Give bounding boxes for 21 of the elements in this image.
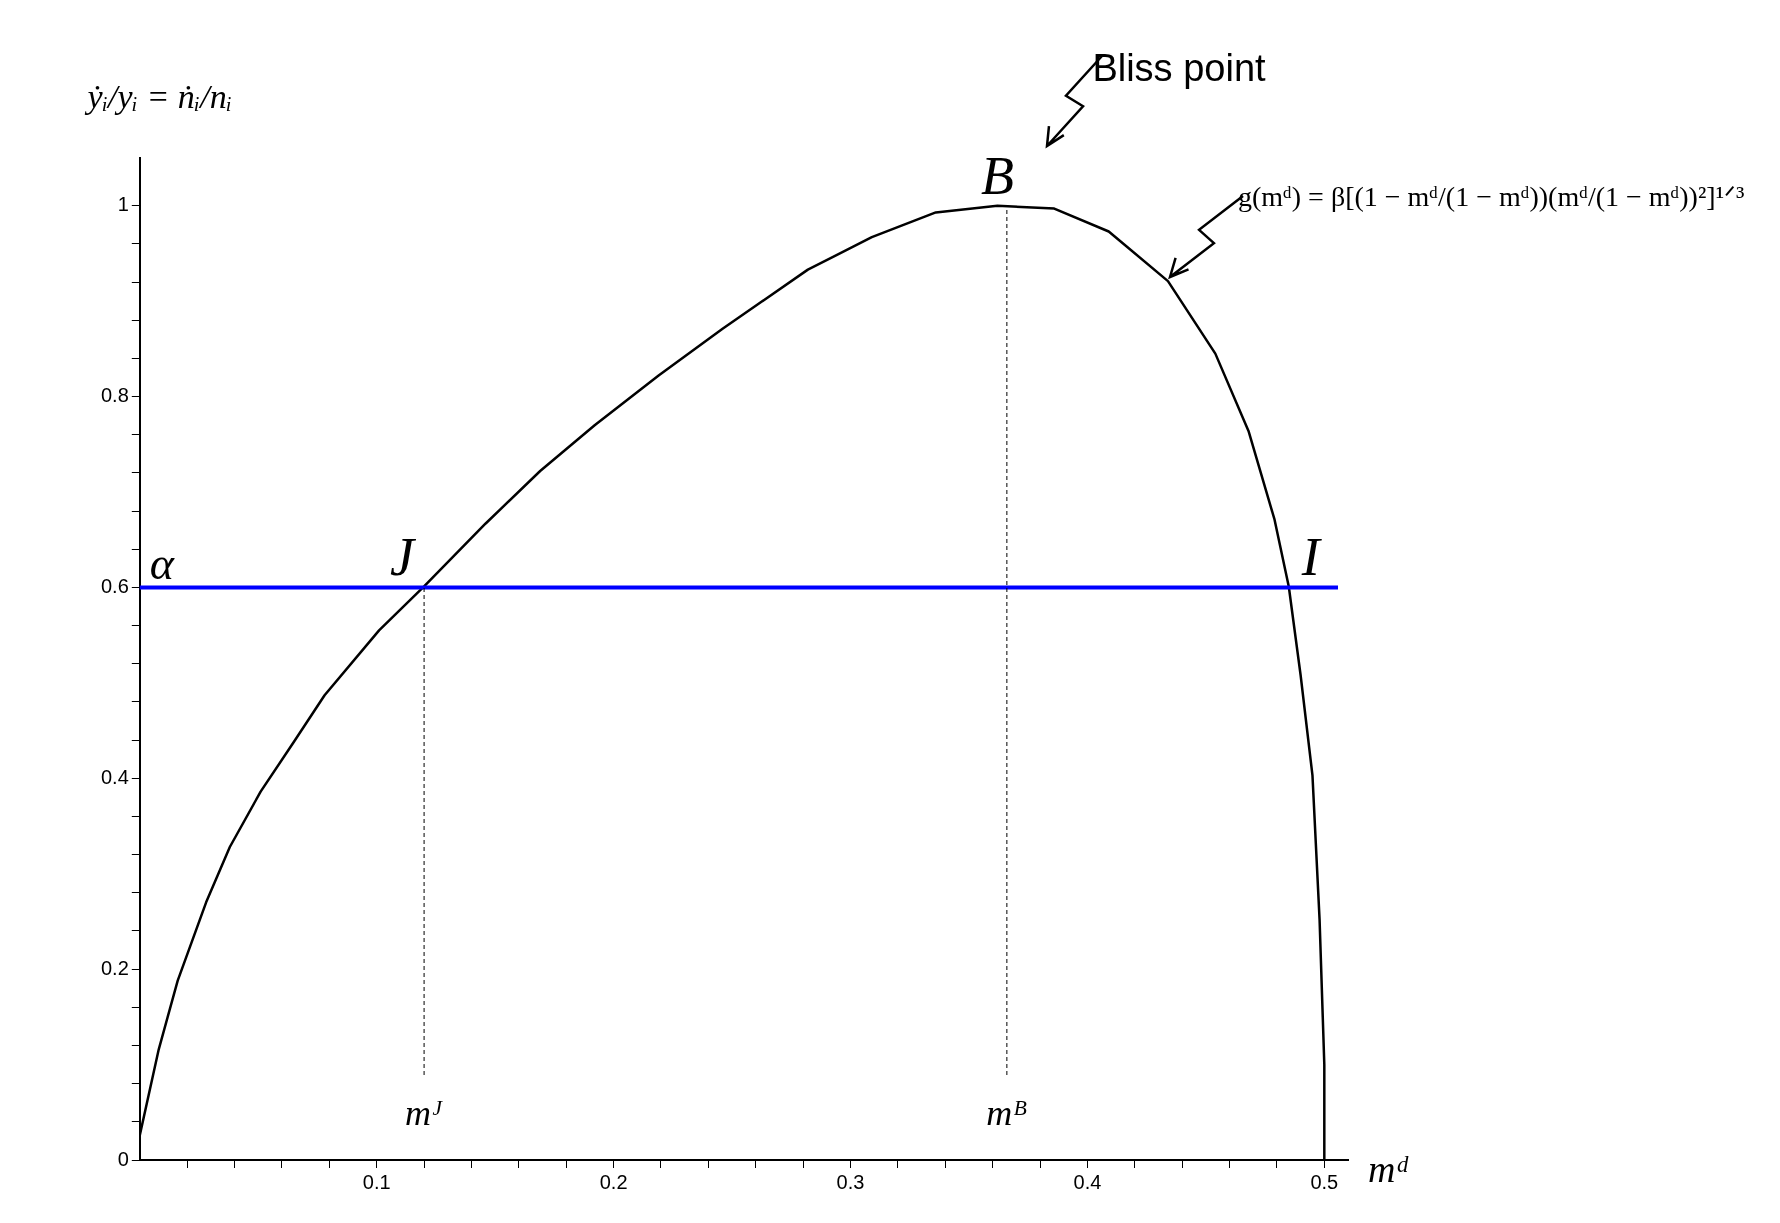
y-tick-label: 0.6	[100, 574, 129, 597]
annotation: g(mᵈ) = β[(1 − mᵈ/(1 − mᵈ))(mᵈ/(1 − mᵈ))²]¹ᐟ³	[1237, 181, 1745, 213]
x-tick-label: 0.1	[362, 1170, 391, 1193]
annotation: J	[390, 527, 418, 588]
x-axis-title: mᵈ	[1368, 1148, 1409, 1190]
annotation: B	[980, 145, 1014, 206]
x-tick-label: 0.2	[599, 1170, 628, 1193]
y-tick-label: 0	[117, 1147, 129, 1170]
y-tick-label: 0.4	[100, 765, 129, 788]
ref-line-label: α	[149, 538, 175, 590]
y-tick-label: 0.8	[100, 384, 129, 407]
ref-line-label: mᴶ	[404, 1093, 444, 1133]
y-axis-title: ẏᵢ/yᵢ = ṅᵢ/nᵢ	[84, 78, 233, 115]
annotation: I	[1300, 527, 1323, 588]
ref-line-label: mᴮ	[986, 1093, 1028, 1133]
y-tick-label: 0.2	[100, 956, 129, 979]
x-tick-label: 0.3	[836, 1170, 865, 1193]
text: Bliss point	[1092, 46, 1267, 89]
y-tick-label: 1	[117, 193, 129, 216]
x-tick-label: 0.4	[1073, 1170, 1102, 1193]
x-tick-label: 0.5	[1310, 1170, 1339, 1193]
